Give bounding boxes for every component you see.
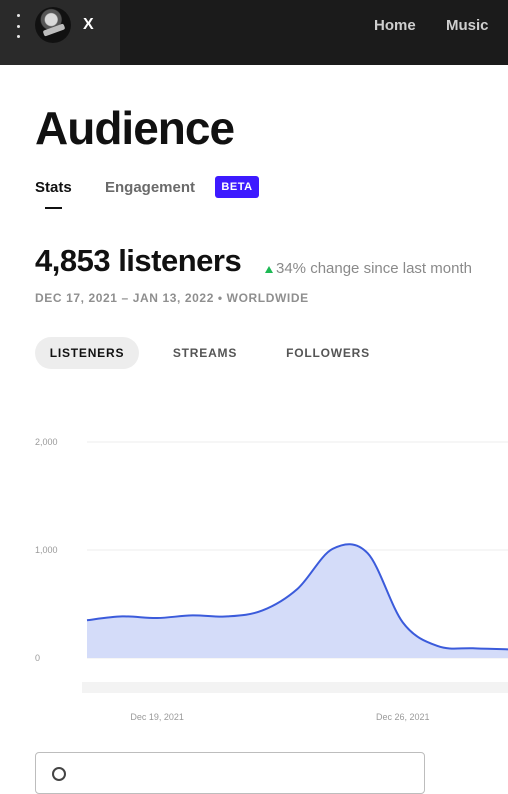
- location-selector[interactable]: [35, 752, 425, 794]
- more-options-icon[interactable]: [12, 14, 24, 38]
- tab-stats[interactable]: Stats: [35, 179, 72, 196]
- avatar[interactable]: [35, 7, 71, 43]
- trend-up-icon: [265, 265, 273, 273]
- filter-streams-button[interactable]: STREAMS: [172, 346, 238, 360]
- beta-badge: BETA: [215, 176, 259, 198]
- y-tick-label: 2,000: [35, 437, 58, 447]
- date-range: DEC 17, 2021 – JAN 13, 2022 • WORLDWIDE: [35, 291, 309, 305]
- listener-count: 4,853 listeners: [35, 243, 242, 278]
- y-tick-label: 1,000: [35, 545, 58, 555]
- x-tick-label: Dec 26, 2021: [376, 712, 430, 722]
- area-fill: [87, 544, 508, 658]
- active-tab-indicator: [45, 207, 62, 209]
- x-tick-label: Dec 19, 2021: [130, 712, 184, 722]
- change-text: 34% change since last month: [276, 260, 472, 277]
- range-scrubber: [82, 682, 508, 693]
- page-title: Audience: [35, 102, 235, 154]
- tab-engagement[interactable]: Engagement: [105, 179, 196, 196]
- series-line: [86, 543, 508, 651]
- change-indicator: 34% change since last month: [265, 260, 472, 277]
- nav-home-link[interactable]: Home: [374, 17, 416, 34]
- top-bar: X Home Music: [0, 0, 508, 65]
- search-icon: [52, 767, 66, 781]
- nav-music-link[interactable]: Music: [446, 17, 489, 34]
- profile-switcher[interactable]: X: [0, 0, 120, 65]
- artist-name[interactable]: X: [83, 16, 94, 33]
- listeners-chart[interactable]: 2,000 1,000 0 Dec 19, 2021 Dec 26, 2021: [0, 420, 508, 730]
- filter-listeners-button[interactable]: LISTENERS: [35, 337, 139, 369]
- y-tick-label: 0: [35, 653, 40, 663]
- filter-followers-button[interactable]: FOLLOWERS: [286, 346, 370, 360]
